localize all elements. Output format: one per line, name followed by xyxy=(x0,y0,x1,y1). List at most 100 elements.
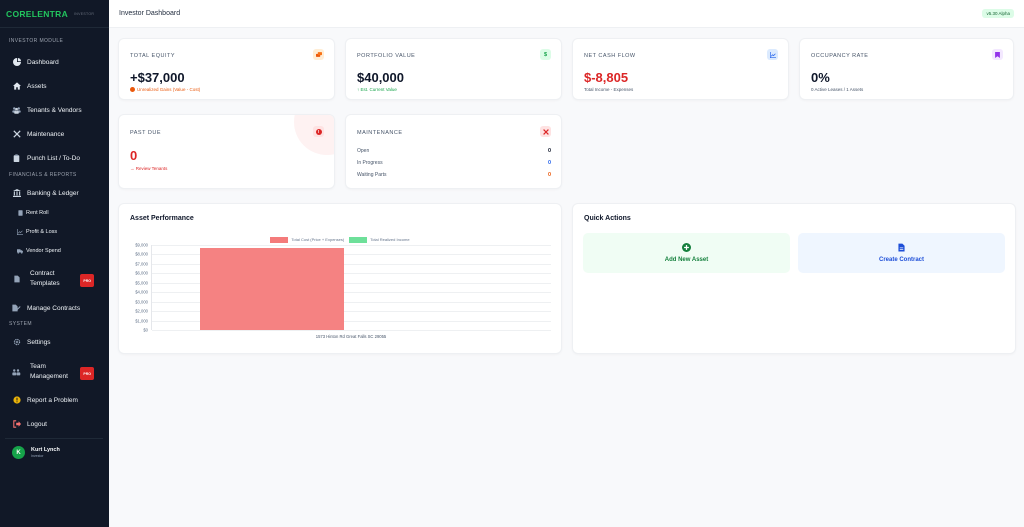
bar-total-cost[interactable] xyxy=(200,247,344,330)
pro-badge: PRO xyxy=(80,274,94,287)
plus-circle-icon xyxy=(682,243,691,252)
review-tenants-link[interactable]: → Review Tenants xyxy=(130,166,168,171)
maintenance-row-open: Open 0 xyxy=(357,148,551,154)
sidebar-item-punch-list[interactable]: Punch List / To-Do xyxy=(0,152,109,164)
stat-value: $40,000 xyxy=(357,70,404,85)
chart-legend: Total Cost (Price + Expenses) Total Real… xyxy=(119,237,561,243)
stat-value: 0% xyxy=(811,70,830,85)
stat-subtext: ↑ Est. Current Value xyxy=(357,87,397,92)
y-tick: $1,000 xyxy=(135,318,148,324)
maintenance-row-in-progress: In Progress 0 xyxy=(357,160,551,166)
section-title: Quick Actions xyxy=(584,215,631,222)
legend-item-total-cost[interactable]: Total Cost (Price + Expenses) xyxy=(270,237,344,243)
sidebar-item-label: Logout xyxy=(27,420,47,428)
add-new-asset-button[interactable]: Add New Asset xyxy=(583,233,790,273)
sidebar-item-label: Tenants & Vendors xyxy=(27,106,82,114)
asset-performance-card: Asset Performance Total Cost (Price + Ex… xyxy=(118,203,562,354)
file-contract-icon xyxy=(897,243,906,252)
users-cog-icon xyxy=(12,368,21,377)
sidebar-item-maintenance[interactable]: Maintenance xyxy=(0,128,109,140)
create-contract-button[interactable]: Create Contract xyxy=(798,233,1005,273)
sidebar-item-assets[interactable]: Assets xyxy=(0,80,109,92)
stat-value: $-8,805 xyxy=(584,70,629,85)
sidebar-item-dashboard[interactable]: Dashboard xyxy=(0,56,109,68)
stat-value: 0 xyxy=(130,148,138,163)
y-tick: $3,000 xyxy=(135,299,148,305)
sidebar-item-label: Vendor Spend xyxy=(26,248,61,254)
sidebar-item-report-problem[interactable]: Report a Problem xyxy=(0,394,109,406)
section-title: Asset Performance xyxy=(130,215,194,222)
gear-icon xyxy=(12,338,21,347)
sidebar-item-rent-roll[interactable]: Rent Roll xyxy=(0,208,109,218)
brand-name: CORELENTRA xyxy=(6,8,69,19)
quick-actions-card: Quick Actions Add New Asset Create Contr… xyxy=(572,203,1016,354)
sidebar-item-manage-contracts[interactable]: Manage Contracts xyxy=(0,302,109,314)
warning-icon xyxy=(12,396,21,405)
y-tick: $7,000 xyxy=(135,261,148,267)
sidebar-item-label: Manage Contracts xyxy=(27,304,81,312)
stat-label: TOTAL EQUITY xyxy=(130,53,176,59)
y-tick: $5,000 xyxy=(135,280,148,286)
alert-icon: ! xyxy=(313,126,324,137)
y-tick: $8,000 xyxy=(135,251,148,257)
chart-plot-area xyxy=(151,245,551,331)
y-tick: $0 xyxy=(143,327,148,333)
maintenance-card: MAINTENANCE Open 0 In Progress 0 Waiting… xyxy=(345,114,562,189)
sidebar-item-logout[interactable]: Logout xyxy=(0,418,109,430)
bookmark-icon xyxy=(992,49,1003,60)
stat-card-total-equity: TOTAL EQUITY +$37,000 Unrealized Gains (… xyxy=(118,38,335,100)
row-label: Waiting Parts xyxy=(357,172,387,178)
coins-icon xyxy=(313,49,324,60)
stat-value: +$37,000 xyxy=(130,70,185,85)
top-header: Investor Dashboard v5.30 Alpha xyxy=(109,0,1024,28)
maintenance-row-waiting-parts: Waiting Parts 0 xyxy=(357,172,551,178)
y-tick: $2,000 xyxy=(135,308,148,314)
sidebar-item-settings[interactable]: Settings xyxy=(0,336,109,348)
user-role: Investor xyxy=(31,454,44,458)
pro-badge: PRO xyxy=(80,367,94,380)
sidebar-item-label: Dashboard xyxy=(27,58,59,66)
sidebar-item-label: Assets xyxy=(27,82,47,90)
section-label-system: SYSTEM xyxy=(9,321,32,327)
x-tick: 1573 Hinton Rd Great Falls SC 29055 xyxy=(315,334,387,339)
sidebar-item-label: Settings xyxy=(27,338,51,346)
row-value: 0 xyxy=(547,172,551,178)
add-new-asset-label: Add New Asset xyxy=(664,257,709,263)
sidebar-item-label: Banking & Ledger xyxy=(27,189,79,197)
sidebar-item-tenants-vendors[interactable]: Tenants & Vendors xyxy=(0,104,109,116)
stat-label: PORTFOLIO VALUE xyxy=(357,53,416,59)
sidebar-item-banking-ledger[interactable]: Banking & Ledger xyxy=(0,187,109,199)
truck-icon xyxy=(17,248,23,254)
stat-subtext: Unrealized Gains (Value - Cost) xyxy=(130,87,200,92)
y-tick: $6,000 xyxy=(135,270,148,276)
chart-pie-icon xyxy=(12,58,21,67)
y-tick: $9,000 xyxy=(135,242,148,248)
y-tick: $4,000 xyxy=(135,289,148,295)
sidebar-item-label: Maintenance xyxy=(27,130,65,138)
row-value: 0 xyxy=(547,160,551,166)
sidebar-item-vendor-spend[interactable]: Vendor Spend xyxy=(0,246,109,256)
stat-card-occupancy-rate: OCCUPANCY RATE 0% 0 Active Leases / 1 As… xyxy=(799,38,1014,100)
stat-label: MAINTENANCE xyxy=(357,130,403,136)
user-profile[interactable]: K Kurt Lynch Investor xyxy=(12,446,60,459)
section-label-investor-module: INVESTOR MODULE xyxy=(9,38,64,44)
sidebar-item-label: Profit & Loss xyxy=(26,229,58,235)
sidebar-item-contract-templates[interactable]: Contract Templates PRO xyxy=(0,268,109,290)
legend-item-realized-income[interactable]: Total Realized Income xyxy=(349,237,410,243)
file-signature-icon xyxy=(12,304,21,313)
stat-label: NET CASH FLOW xyxy=(584,53,636,59)
sidebar: CORELENTRA INVESTOR INVESTOR MODULE Dash… xyxy=(0,0,109,527)
stat-card-past-due: PAST DUE ! 0 → Review Tenants xyxy=(118,114,335,189)
section-label-financials: FINANCIALS & REPORTS xyxy=(9,172,77,178)
create-contract-label: Create Contract xyxy=(878,257,924,263)
sidebar-item-profit-loss[interactable]: Profit & Loss xyxy=(0,227,109,237)
stat-card-net-cash-flow: NET CASH FLOW $-8,805 Total Income - Exp… xyxy=(572,38,789,100)
document-icon xyxy=(17,210,23,216)
stat-card-portfolio-value: PORTFOLIO VALUE $ $40,000 ↑ Est. Current… xyxy=(345,38,562,100)
line-chart-icon xyxy=(17,229,23,235)
row-value: 0 xyxy=(547,148,551,154)
sidebar-item-team-management[interactable]: Team Management PRO xyxy=(0,361,109,383)
logout-icon xyxy=(12,420,21,429)
sidebar-item-label: Templates xyxy=(30,280,60,287)
file-icon xyxy=(12,275,21,284)
